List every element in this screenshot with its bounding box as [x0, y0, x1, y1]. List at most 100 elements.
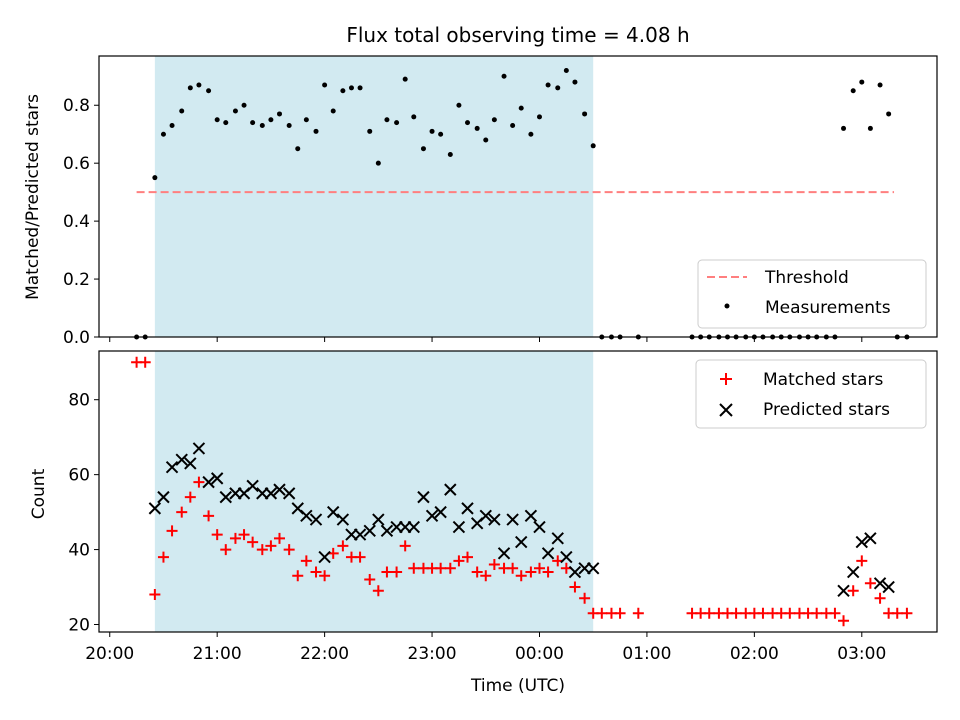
matched-star-point: [139, 356, 151, 368]
top-y-axis-label: Matched/Predicted stars: [23, 94, 43, 300]
measurement-point: [303, 117, 309, 123]
measurement-point: [196, 82, 202, 88]
measurement-point: [465, 120, 471, 126]
measurement-point: [259, 123, 265, 129]
measurement-point: [268, 117, 274, 123]
bottom-legend: Matched stars Predicted stars: [695, 359, 927, 429]
measurement-point: [367, 128, 373, 134]
measurement-point: [510, 123, 516, 129]
matched-star-point: [838, 615, 850, 627]
matched-star-point: [596, 607, 608, 619]
matched-star-point: [354, 551, 366, 563]
y-tick-label: 0.2: [63, 270, 90, 290]
matched-star-point: [901, 607, 913, 619]
measurement-point: [322, 82, 328, 88]
y-tick-label: 0.8: [63, 96, 90, 116]
x-tick-label: 23:00: [408, 644, 457, 664]
predicted-star-point: [452, 520, 466, 534]
matched-star-point: [364, 574, 376, 586]
predicted-star-point: [837, 584, 850, 597]
y-tick-label: 60: [68, 466, 90, 486]
matched-star-point: [614, 607, 626, 619]
matched-star-point: [480, 570, 492, 582]
measurement-point: [859, 79, 865, 85]
matched-star-point: [176, 506, 188, 518]
predicted-star-point: [157, 490, 170, 504]
matched-star-point: [381, 566, 393, 578]
measurement-point: [357, 85, 363, 91]
measurement-point: [867, 125, 873, 131]
measurement-point: [483, 137, 489, 143]
x-tick-label: 21:00: [193, 644, 242, 664]
x-tick-label: 02:00: [730, 644, 779, 664]
matched-star-point: [337, 540, 349, 552]
predicted-star-point: [165, 460, 179, 474]
measurement-point: [528, 131, 534, 137]
legend-matched-swatch: [720, 373, 732, 385]
matched-star-point: [471, 566, 483, 578]
predicted-star-point: [873, 577, 887, 590]
measurement-point: [563, 67, 569, 73]
matched-star-point: [515, 570, 527, 582]
matched-star-point: [265, 540, 277, 552]
matched-star-point: [569, 581, 581, 593]
measurement-point: [187, 85, 193, 91]
y-tick-label: 0.4: [63, 212, 90, 232]
predicted-star-point: [192, 442, 206, 455]
matched-star-point: [391, 566, 403, 578]
bottom-panel: 20 40 60 80 20:00 21:00 22:00 23:00 00:00 01:00 0…: [29, 350, 938, 696]
predicted-star-point: [479, 509, 492, 523]
matched-star-point: [247, 536, 259, 548]
matched-star-point: [864, 577, 876, 589]
measurement-point: [276, 111, 282, 117]
predicted-star-point: [300, 509, 313, 523]
predicted-star-point: [434, 505, 447, 519]
matched-star-point: [703, 607, 715, 619]
matched-star-point: [184, 491, 196, 503]
matched-star-point: [488, 559, 500, 571]
predicted-star-point: [855, 535, 869, 549]
matched-star-point: [166, 525, 178, 537]
y-tick-label: 20: [68, 616, 90, 636]
chart-title: Flux total observing time = 4.08 h: [346, 23, 689, 47]
predicted-star-point: [336, 513, 350, 526]
top-legend: Threshold Measurements: [697, 259, 927, 329]
top-panel: 0.00.20.40.60.8 Matched/Predicted stars …: [23, 55, 938, 348]
measurement-point: [152, 175, 158, 181]
measurement-point: [214, 117, 220, 123]
measurement-point: [501, 73, 507, 79]
measurement-point: [841, 125, 847, 131]
y-tick-label: 0.0: [63, 328, 90, 348]
measurement-point: [286, 123, 292, 129]
x-tick-label: 00:00: [515, 644, 564, 664]
measurement-point: [394, 120, 400, 126]
predicted-star-point: [353, 528, 367, 541]
matched-star-point: [525, 566, 537, 578]
measurement-point: [438, 131, 444, 137]
measurement-point: [223, 120, 229, 126]
predicted-star-point: [372, 513, 385, 526]
predicted-star-point: [363, 524, 376, 538]
measurement-point: [250, 120, 256, 126]
predicted-star-point: [309, 513, 323, 526]
matched-star-point: [193, 476, 205, 488]
predicted-star-point: [184, 457, 197, 470]
matched-star-point: [273, 532, 285, 544]
matched-star-point: [399, 540, 411, 552]
matched-star-point: [319, 570, 331, 582]
predicted-star-point: [148, 502, 162, 515]
measurement-point: [536, 114, 542, 120]
predicted-star-point: [327, 505, 340, 519]
measurement-point: [232, 108, 238, 114]
matched-star-point: [203, 510, 215, 522]
matched-star-point: [784, 607, 796, 619]
predicted-star-point: [586, 562, 600, 575]
predicted-star-point: [864, 532, 877, 545]
matched-star-point: [533, 562, 545, 574]
x-tick-label: 20:00: [85, 644, 134, 664]
predicted-star-point: [882, 580, 895, 594]
bottom-y-axis-label: Count: [29, 468, 49, 519]
measurement-point: [518, 105, 524, 111]
predicted-star-point: [497, 547, 511, 560]
predicted-star-point: [533, 520, 546, 534]
